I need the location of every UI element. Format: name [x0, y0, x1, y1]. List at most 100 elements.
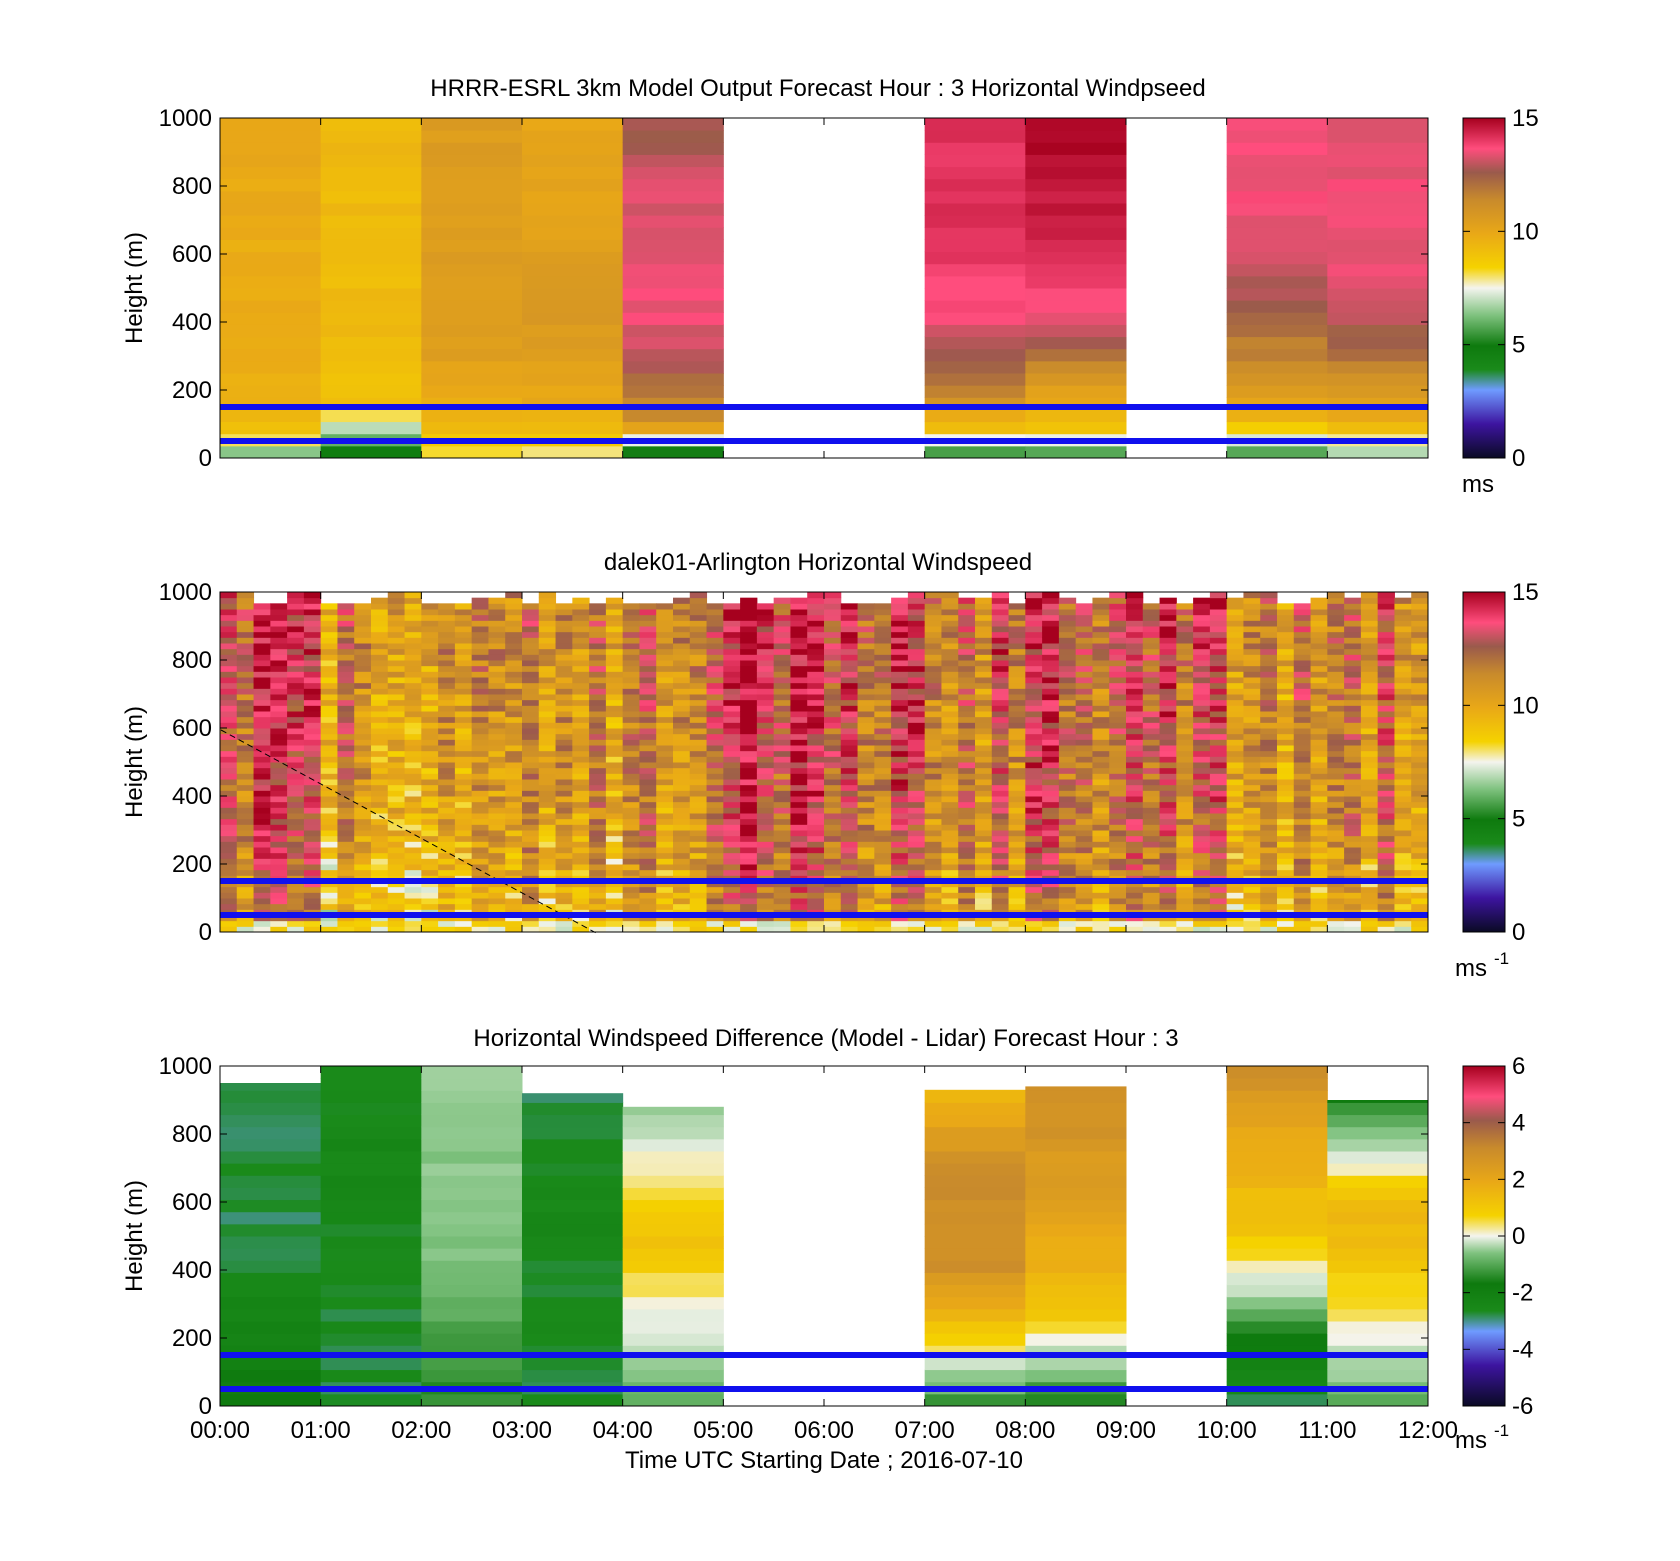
heatmap-cell — [1243, 682, 1261, 689]
heatmap-cell — [572, 847, 590, 854]
panel-3-ylabel: Height (m) — [121, 1180, 148, 1292]
heatmap-cell — [1058, 597, 1077, 604]
heatmap-cell — [1126, 773, 1144, 780]
heatmap-cell — [1327, 677, 1345, 684]
heatmap-cell — [270, 920, 288, 927]
heatmap-cell — [857, 835, 875, 842]
heatmap-cell — [622, 373, 724, 386]
heatmap-cell — [253, 603, 271, 610]
heatmap-cell — [1159, 722, 1177, 729]
heatmap-cell — [337, 677, 355, 684]
heatmap-cell — [790, 841, 808, 848]
y-tick-label: 1000 — [159, 579, 212, 606]
heatmap-cell — [824, 869, 842, 876]
heatmap-cell — [622, 886, 640, 893]
heatmap-cell — [404, 654, 422, 661]
heatmap-cell — [1008, 858, 1026, 865]
heatmap-cell — [1209, 869, 1228, 876]
heatmap-cell — [1209, 745, 1228, 752]
heatmap-cell — [236, 835, 255, 842]
heatmap-cell — [471, 694, 489, 701]
heatmap-cell — [270, 654, 288, 661]
heatmap-cell — [1293, 699, 1312, 706]
heatmap-cell — [656, 784, 674, 791]
heatmap-cell — [1277, 694, 1295, 701]
heatmap-cell — [622, 858, 640, 865]
heatmap-cell — [689, 733, 708, 740]
heatmap-cell — [421, 1308, 523, 1322]
heatmap-cell — [1377, 637, 1395, 644]
heatmap-cell — [220, 336, 322, 350]
heatmap-cell — [1277, 603, 1295, 610]
heatmap-cell — [337, 818, 355, 825]
heatmap-cell — [1310, 603, 1328, 610]
heatmap-cell — [354, 915, 372, 922]
heatmap-cell — [220, 801, 238, 808]
heatmap-cell — [824, 926, 842, 933]
heatmap-cell — [1327, 807, 1345, 814]
heatmap-cell — [1394, 688, 1412, 695]
heatmap-cell — [220, 118, 322, 131]
heatmap-cell — [555, 756, 573, 763]
heatmap-cell — [287, 920, 305, 927]
heatmap-cell — [538, 869, 557, 876]
heatmap-cell — [538, 739, 557, 746]
heatmap-cell — [1344, 716, 1362, 723]
heatmap-cell — [1159, 858, 1177, 865]
heatmap-cell — [673, 767, 691, 774]
heatmap-cell — [840, 728, 859, 735]
heatmap-cell — [287, 739, 305, 746]
heatmap-cell — [236, 733, 255, 740]
heatmap-cell — [1209, 643, 1228, 650]
heatmap-cell — [807, 699, 825, 706]
heatmap-cell — [689, 807, 708, 814]
heatmap-cell — [1209, 739, 1228, 746]
heatmap-cell — [1360, 813, 1379, 820]
heatmap-cell — [891, 682, 909, 689]
heatmap-cell — [1142, 852, 1161, 859]
heatmap-cell — [723, 784, 741, 791]
heatmap-cell — [371, 801, 389, 808]
heatmap-cell — [622, 1175, 724, 1188]
heatmap-cell — [1310, 779, 1328, 786]
heatmap-cell — [824, 824, 842, 831]
heatmap-cell — [287, 915, 305, 922]
heatmap-cell — [1075, 603, 1093, 610]
heatmap-cell — [1377, 677, 1395, 684]
heatmap-cell — [1260, 643, 1278, 650]
heatmap-cell — [1360, 631, 1379, 638]
heatmap-cell — [1243, 626, 1261, 633]
heatmap-cell — [354, 626, 372, 633]
heatmap-cell — [404, 750, 422, 757]
heatmap-cell — [488, 745, 506, 752]
heatmap-cell — [1126, 620, 1144, 627]
heatmap-cell — [1042, 920, 1060, 927]
heatmap-cell — [471, 728, 489, 735]
heatmap-cell — [287, 858, 305, 865]
heatmap-cell — [656, 813, 674, 820]
heatmap-cell — [840, 818, 859, 825]
heatmap-cell — [1394, 886, 1412, 893]
heatmap-cell — [1260, 858, 1278, 865]
heatmap-cell — [421, 784, 439, 791]
heatmap-cell — [1025, 603, 1043, 610]
heatmap-cell — [303, 813, 322, 820]
heatmap-cell — [807, 745, 825, 752]
heatmap-cell — [824, 603, 842, 610]
heatmap-cell — [1025, 886, 1043, 893]
heatmap-cell — [220, 421, 322, 435]
heatmap-cell — [975, 671, 993, 678]
heatmap-cell — [1411, 626, 1429, 633]
heatmap-cell — [689, 614, 708, 621]
heatmap-cell — [1058, 847, 1077, 854]
heatmap-cell — [924, 251, 1026, 265]
heatmap-cell — [773, 750, 791, 757]
heatmap-cell — [723, 660, 741, 667]
heatmap-cell — [941, 767, 959, 774]
heatmap-cell — [622, 1138, 724, 1152]
heatmap-cell — [287, 614, 305, 621]
heatmap-cell — [220, 597, 238, 604]
heatmap-cell — [991, 643, 1010, 650]
heatmap-cell — [454, 603, 473, 610]
